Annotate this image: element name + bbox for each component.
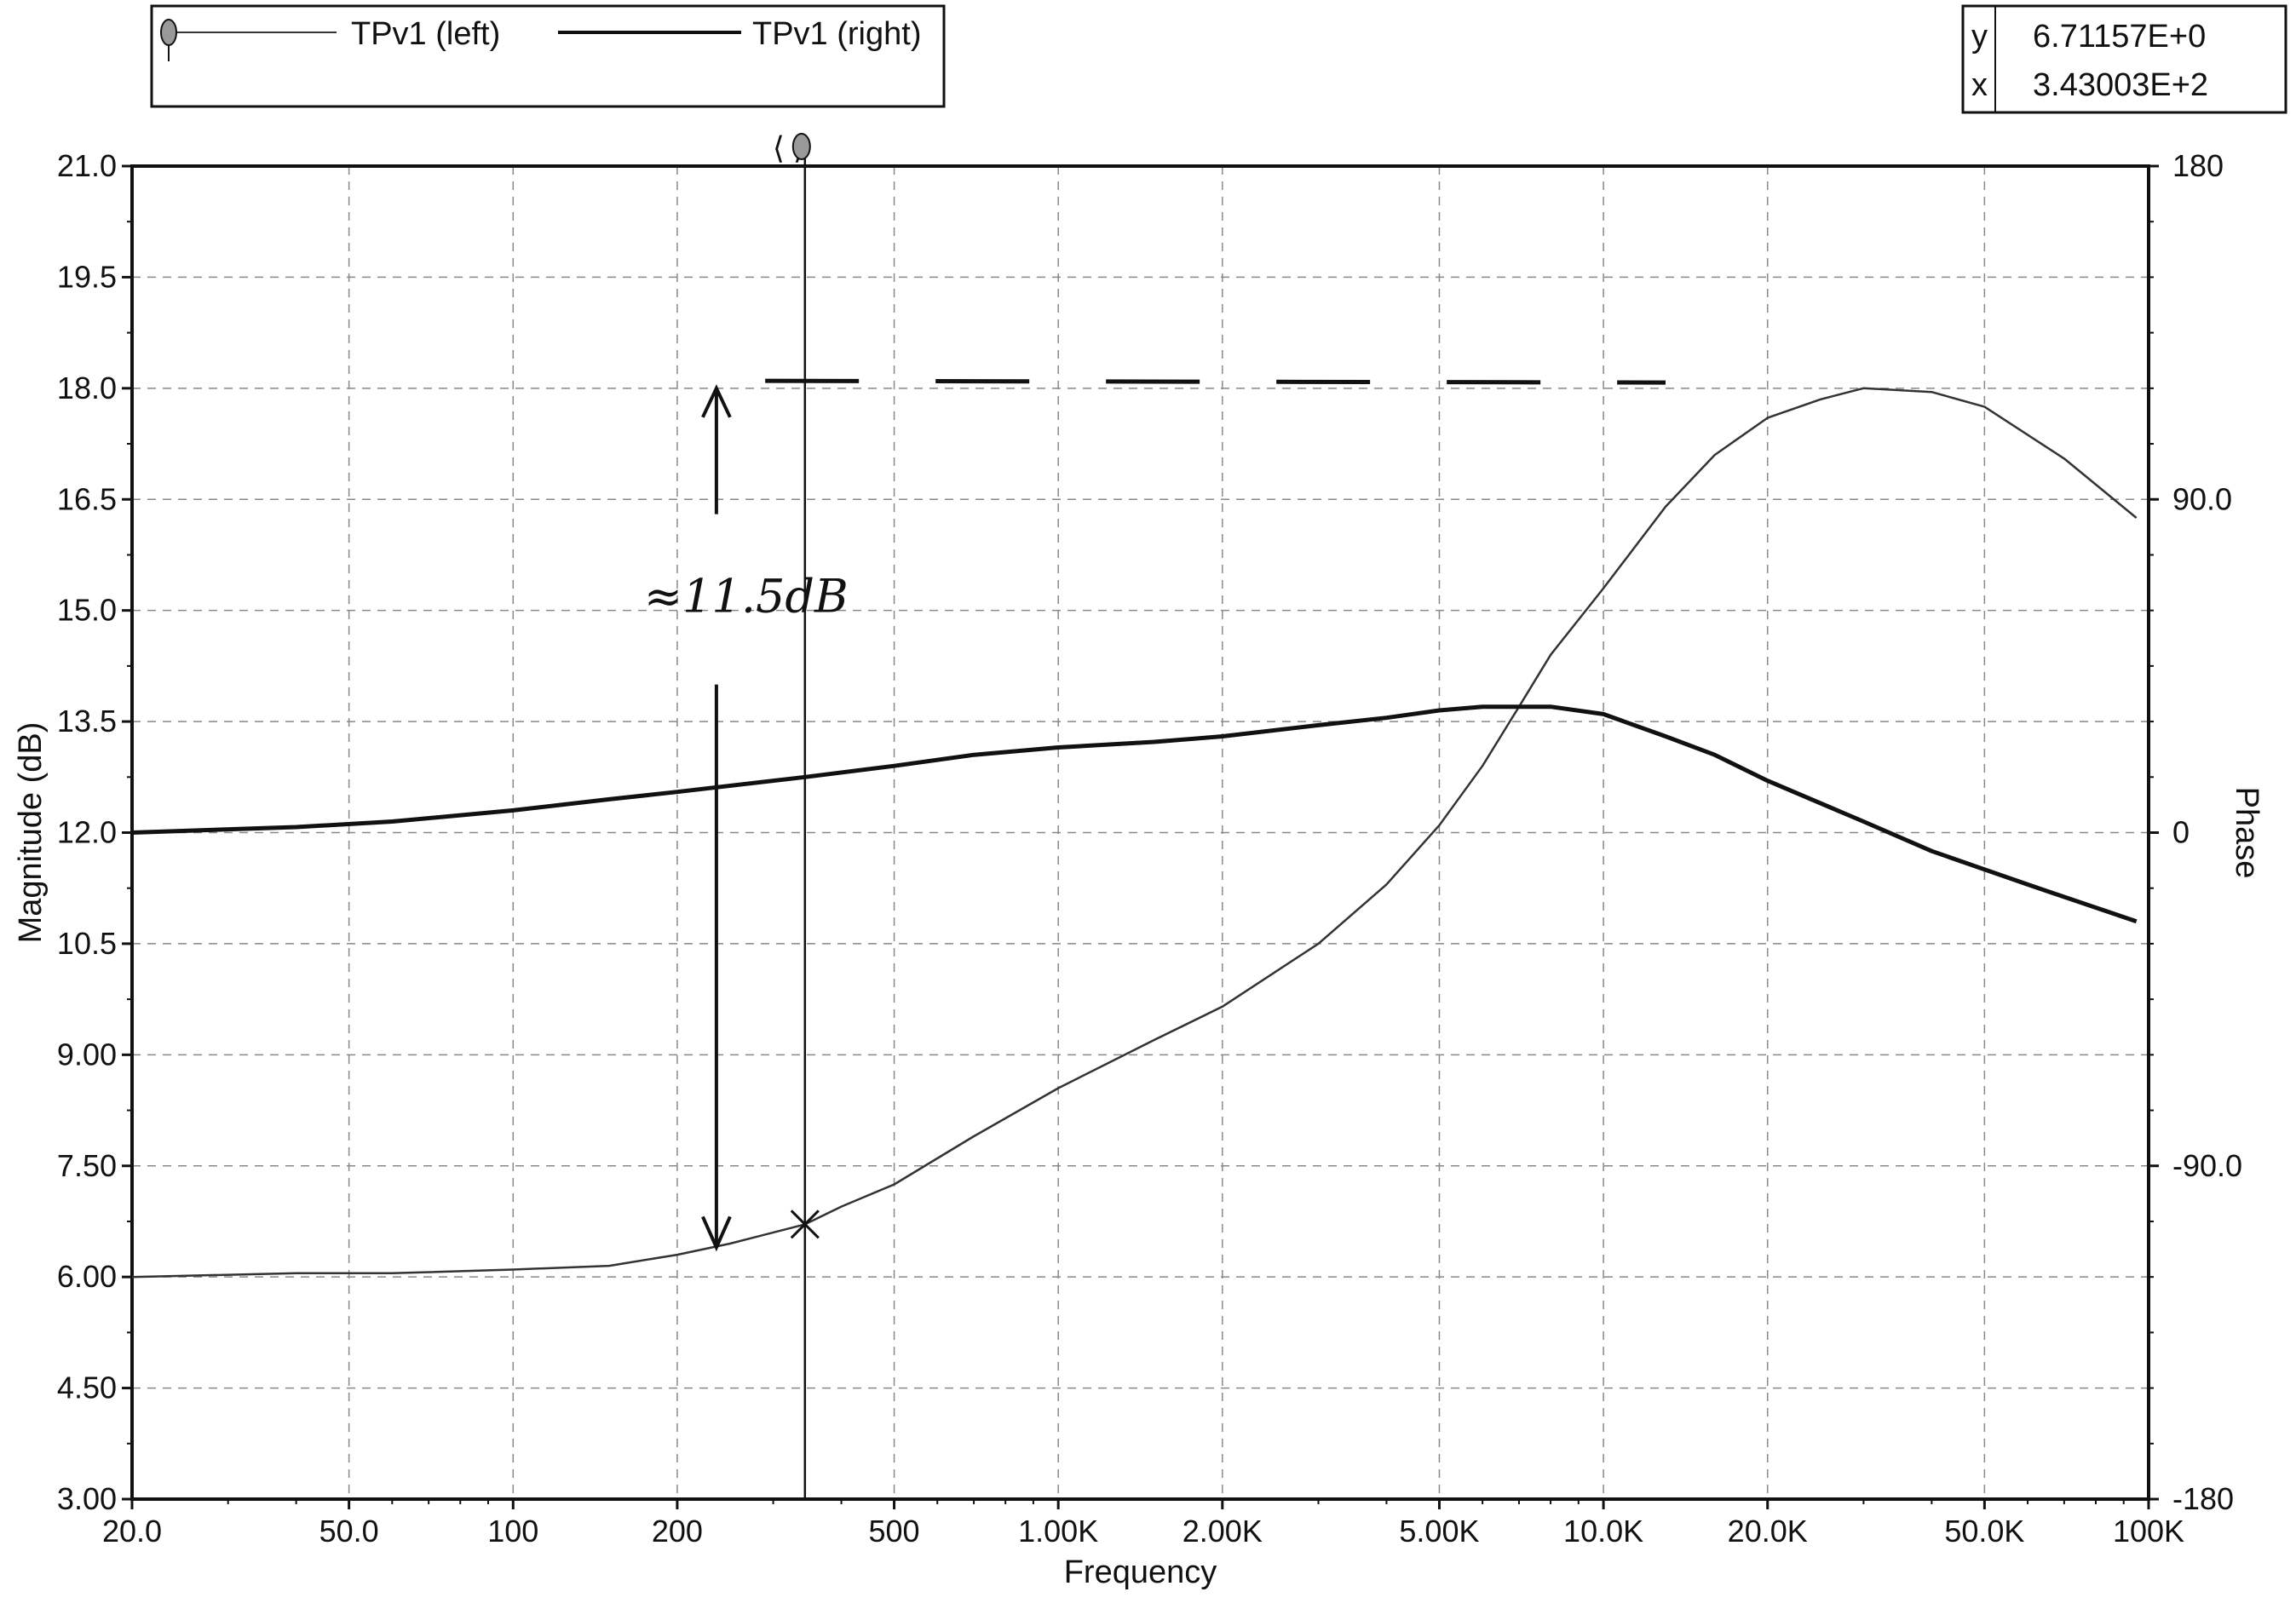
readout-y-value: 6.71157E+0 — [2033, 19, 2206, 55]
y-tick-label: 15.0 — [57, 593, 117, 628]
readout-y-label: y — [1971, 19, 1988, 55]
y2-axis-title: Phase — [2229, 787, 2264, 879]
x-tick-label: 1.00K — [1018, 1514, 1098, 1549]
legend-box — [150, 4, 946, 108]
y-tick-label: 9.00 — [57, 1037, 117, 1072]
x-tick-label: 100K — [2113, 1514, 2184, 1549]
x-tick-label: 50.0K — [1944, 1514, 2024, 1549]
y-tick-label: 6.00 — [57, 1259, 117, 1294]
legend-right-label: TPv1 (right) — [752, 16, 921, 52]
x-axis-title: Frequency — [1064, 1554, 1217, 1590]
legend-left-marker-icon — [160, 19, 177, 46]
y-tick-label: 10.5 — [57, 926, 117, 961]
y-tick-label: 21.0 — [57, 148, 117, 183]
measurement-annotation: ≈11.5dB — [644, 384, 849, 1252]
reference-level-line — [765, 378, 1666, 385]
cursor-group[interactable]: ⟨ ⟩ — [773, 130, 820, 1499]
series-group — [131, 387, 2138, 1279]
reference-dashed-line — [765, 378, 1666, 385]
y-tick-label: 7.50 — [57, 1148, 117, 1183]
x-tick-label: 500 — [869, 1514, 920, 1549]
readout-x-label: x — [1971, 67, 1988, 103]
x-tick-label: 10.0K — [1563, 1514, 1643, 1549]
plot-frame — [130, 164, 2150, 1501]
y-tick-label: 4.50 — [57, 1371, 117, 1405]
cursor-readout: y 6.71157E+0 x 3.43003E+2 — [1961, 4, 2287, 114]
readout-x-value: 3.43003E+2 — [2033, 67, 2208, 103]
x-tick-label: 200 — [652, 1514, 703, 1549]
y-tick-label: 16.5 — [57, 481, 117, 516]
arrow-up-icon — [701, 384, 732, 418]
y-tick-label: 12.0 — [57, 815, 117, 850]
cursor-handle-icon — [791, 133, 811, 160]
x-tick-label: 20.0 — [102, 1514, 162, 1549]
y2-tick-label: -180 — [2172, 1481, 2234, 1516]
y2-tick-label: -90.0 — [2172, 1148, 2242, 1183]
axis-ticks: 21.0 19.5 18.0 16.5 15.0 13.5 12.0 10.5 9.00 7.50… — [57, 148, 2242, 1549]
x-tick-label: 5.00K — [1399, 1514, 1479, 1549]
series-line-right — [131, 704, 2138, 924]
annotation-text: ≈11.5dB — [644, 570, 849, 623]
x-tick-label: 20.0K — [1728, 1514, 1808, 1549]
arrow-down-icon — [701, 1215, 732, 1252]
legend-left-label: TPv1 (left) — [351, 16, 500, 52]
y-tick-label: 3.00 — [57, 1481, 117, 1516]
x-tick-label: 2.00K — [1183, 1514, 1263, 1549]
grid — [132, 166, 2149, 1499]
y-axis-title: Magnitude (dB) — [13, 722, 49, 944]
y2-tick-label: 90.0 — [2172, 481, 2232, 516]
x-tick-label: 100 — [487, 1514, 538, 1549]
legend: TPv1 (left) TPv1 (right) — [150, 4, 946, 108]
y-tick-label: 19.5 — [57, 259, 117, 294]
series-line-left — [131, 387, 2138, 1279]
readout-box — [1961, 4, 2287, 114]
y-tick-label: 18.0 — [57, 371, 117, 405]
y2-tick-label: 0 — [2172, 815, 2190, 850]
cursor-marker-icon-b — [790, 1210, 820, 1239]
y-tick-label: 13.5 — [57, 704, 117, 738]
x-tick-label: 50.0 — [319, 1514, 379, 1549]
y2-tick-label: 180 — [2172, 148, 2224, 183]
